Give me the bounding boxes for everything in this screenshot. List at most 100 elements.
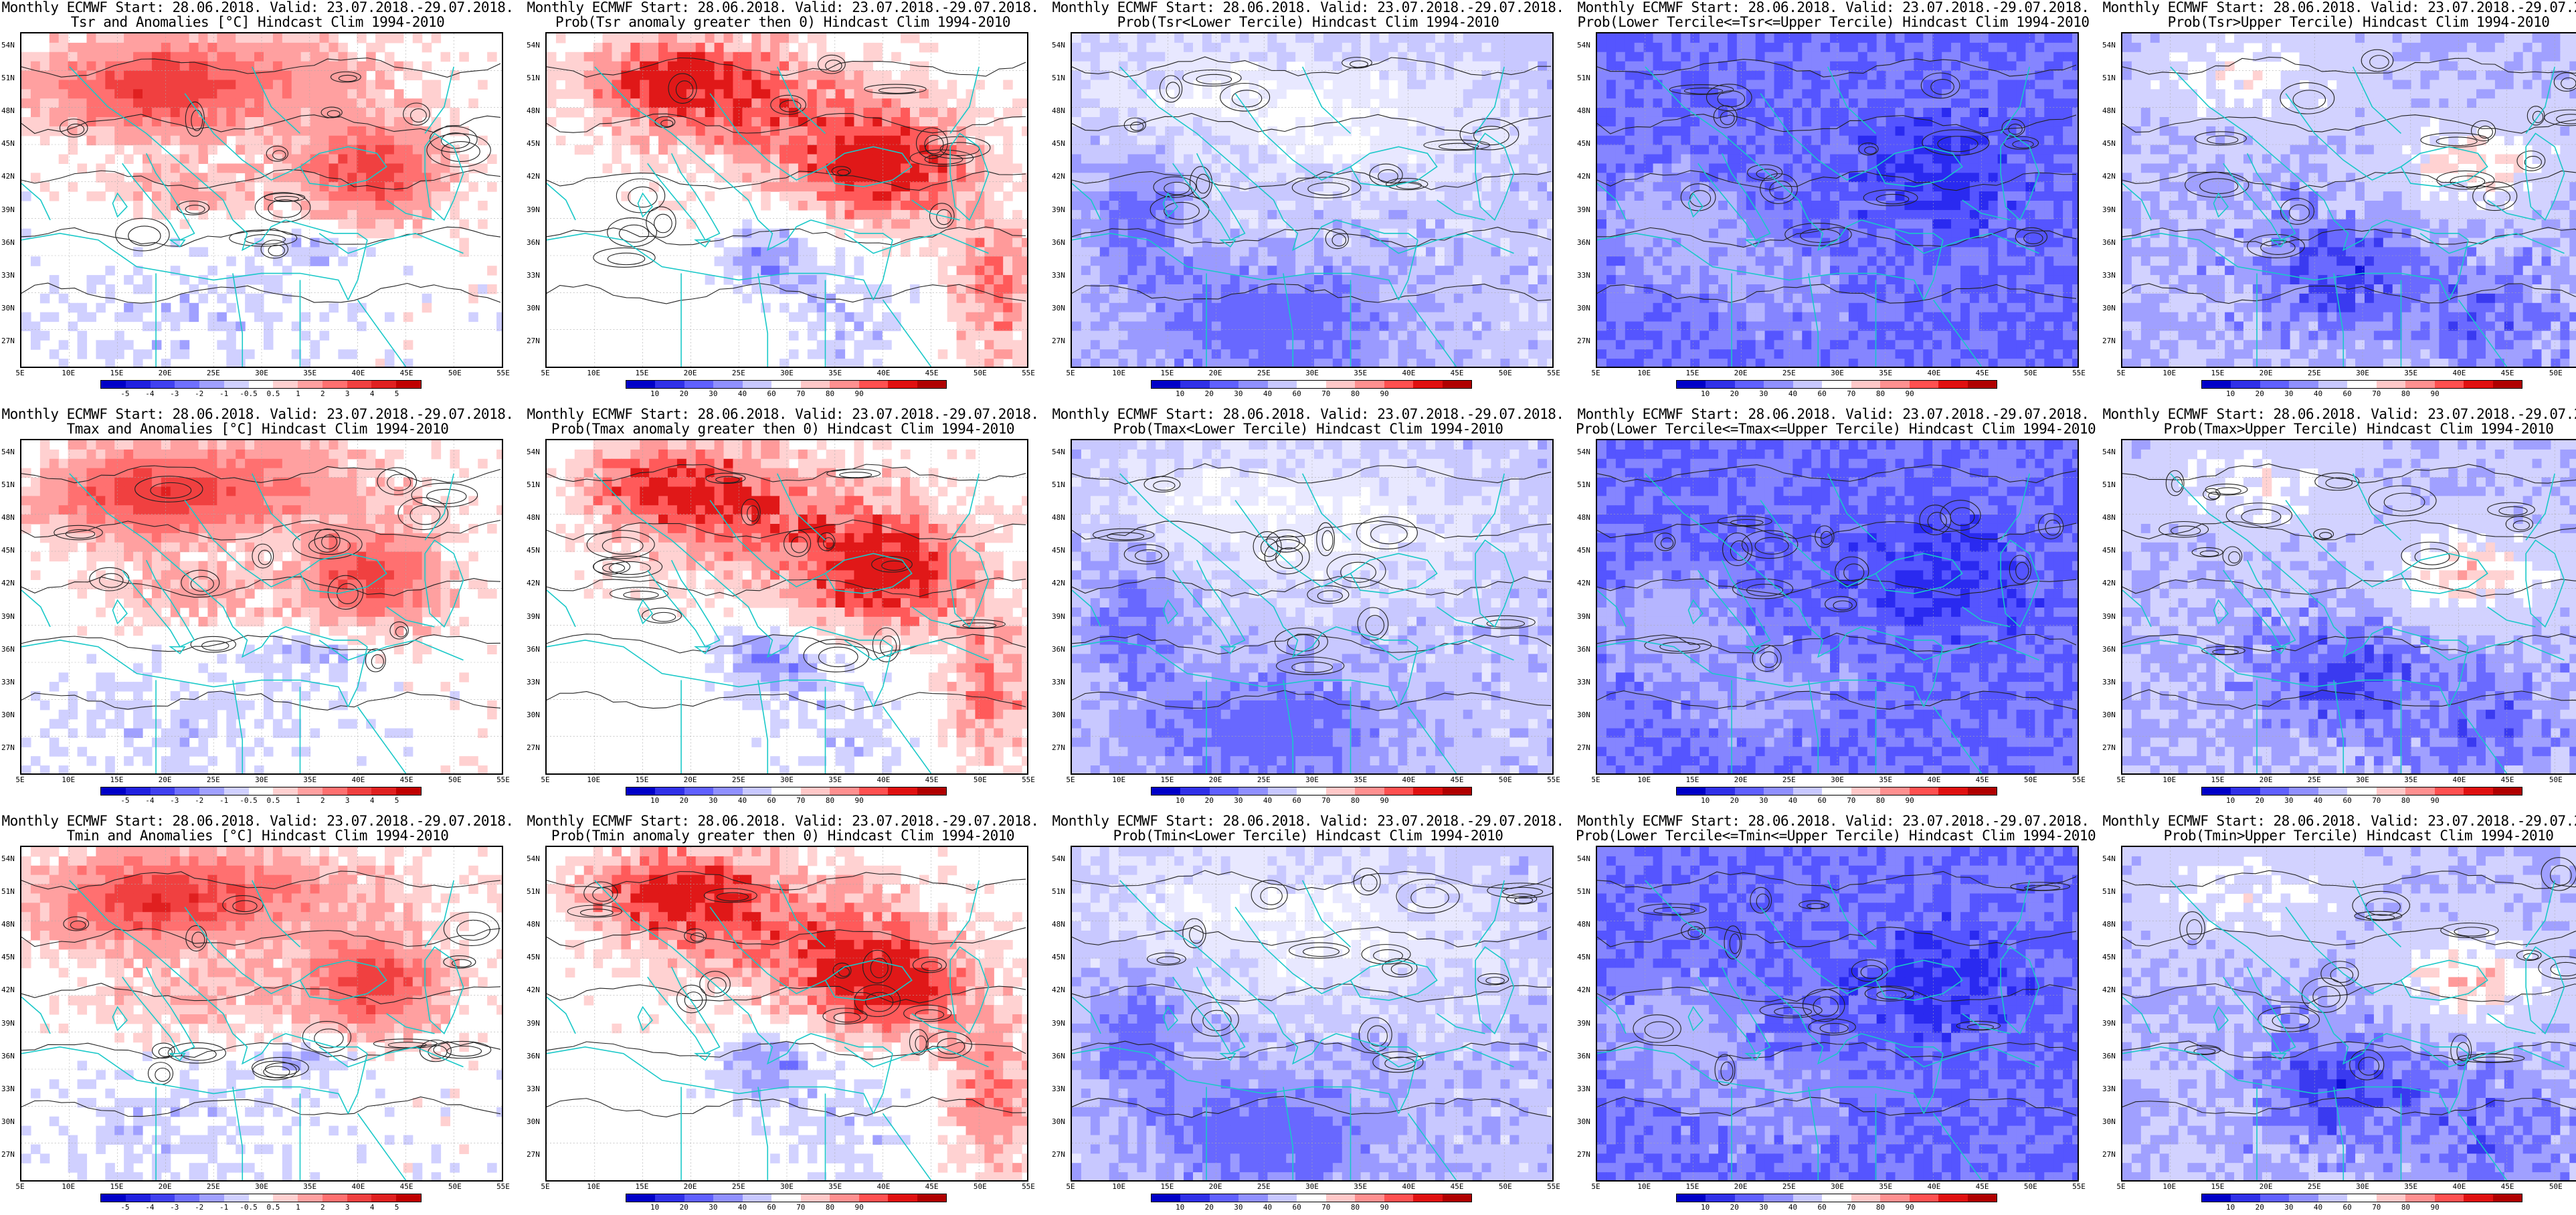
longitude-label: 45E — [1976, 776, 1989, 784]
longitude-label: 40E — [1402, 369, 1415, 377]
colorbar-tick-label: 20 — [680, 389, 688, 398]
map-field — [1597, 33, 2078, 367]
latitude-label: 51N — [527, 888, 540, 896]
latitude-label: 48N — [1, 107, 15, 115]
longitude-label: 10E — [1112, 776, 1125, 784]
longitude-label: 20E — [684, 776, 697, 784]
longitude-label: 25E — [1782, 1183, 1796, 1191]
latitude-label: 54N — [1052, 41, 1065, 50]
longitude-label: 40E — [2452, 1183, 2466, 1191]
forecast-panel: Monthly ECMWF Start: 28.06.2018. Valid: … — [525, 0, 1040, 401]
colorbar-tick-label: 5 — [395, 389, 399, 398]
colorbar-swatch — [1938, 1194, 1967, 1202]
colorbar-swatch — [2231, 787, 2260, 795]
latitude-label: 33N — [1052, 1085, 1065, 1093]
panel-title-variable: Tsr and Anomalies [°C] Hindcast Clim 199… — [0, 15, 515, 30]
latitude-label: 33N — [1577, 1085, 1590, 1093]
colorbar-swatch — [1910, 1194, 1938, 1202]
latitude-label: 45N — [1, 140, 15, 148]
longitude-label: 50E — [1499, 776, 1512, 784]
colorbar-swatch — [249, 1194, 274, 1202]
map-plot — [20, 439, 503, 775]
longitude-label: 40E — [877, 369, 890, 377]
latitude-label: 45N — [527, 140, 540, 148]
colorbar-swatch — [347, 1194, 372, 1202]
latitude-label: 36N — [1577, 239, 1590, 247]
panel-title-run: Monthly ECMWF Start: 28.06.2018. Valid: … — [1576, 0, 2091, 15]
colorbar-swatch — [101, 381, 126, 388]
longitude-label: 40E — [1927, 369, 1940, 377]
colorbar-swatch — [347, 381, 372, 388]
longitude-label: 45E — [1451, 1183, 1464, 1191]
panel-title-run: Monthly ECMWF Start: 28.06.2018. Valid: … — [0, 407, 515, 422]
longitude-label: 15E — [110, 1183, 123, 1191]
forecast-panel: Monthly ECMWF Start: 28.06.2018. Valid: … — [1050, 814, 1566, 1215]
latitude-label: 48N — [2102, 107, 2116, 115]
colorbar-swatch — [101, 1194, 126, 1202]
longitude-label: 20E — [159, 1183, 172, 1191]
latitude-label: 54N — [1052, 855, 1065, 863]
colorbar-swatch — [298, 787, 323, 795]
longitude-label: 5E — [1066, 369, 1075, 377]
colorbar-swatch — [1735, 381, 1764, 388]
map-field — [1072, 33, 1552, 367]
colorbar-swatch — [175, 381, 199, 388]
map-field — [2122, 847, 2576, 1180]
colorbar-tick-label: 4 — [370, 796, 375, 805]
colorbar-tick-label: 60 — [1818, 796, 1827, 805]
colorbar-swatch — [1180, 1194, 1209, 1202]
colorbar-swatch — [1413, 381, 1442, 388]
panel-title-run: Monthly ECMWF Start: 28.06.2018. Valid: … — [1050, 0, 1566, 15]
longitude-label: 55E — [2072, 369, 2086, 377]
colorbar — [1676, 787, 1997, 796]
colorbar-tick-label: 10 — [2226, 389, 2235, 398]
latitude-label: 51N — [2102, 74, 2116, 82]
longitude-label: 35E — [1879, 776, 1892, 784]
colorbar-swatch — [1735, 787, 1764, 795]
colorbar-swatch — [2231, 1194, 2260, 1202]
colorbar-tick-label: 80 — [1876, 389, 1885, 398]
colorbar-tick-label: 40 — [1263, 389, 1272, 398]
longitude-label: 10E — [62, 1183, 75, 1191]
colorbar-swatch — [1355, 787, 1384, 795]
longitude-label: 45E — [2501, 369, 2514, 377]
colorbar-tick-label: 80 — [2401, 389, 2410, 398]
longitude-label: 20E — [1209, 776, 1222, 784]
colorbar-swatch — [888, 1194, 917, 1202]
colorbar-swatch — [1968, 1194, 1997, 1202]
longitude-label: 50E — [448, 776, 462, 784]
colorbar-tick-label: 5 — [395, 796, 399, 805]
colorbar-tick-label: 70 — [1321, 389, 1330, 398]
panel-title-variable: Prob(Lower Tercile<=Tmax<=Upper Tercile)… — [1576, 422, 2091, 437]
colorbar-tick-label: 20 — [2256, 796, 2264, 805]
colorbar-swatch — [1880, 381, 1909, 388]
latitude-label: 27N — [527, 1151, 540, 1159]
colorbar-swatch — [1938, 381, 1967, 388]
longitude-label: 5E — [1591, 776, 1600, 784]
colorbar-swatch — [371, 381, 396, 388]
colorbar-swatch — [175, 787, 199, 795]
colorbar-swatch — [298, 381, 323, 388]
colorbar-tick-label: 60 — [1818, 389, 1827, 398]
longitude-label: 45E — [400, 1183, 413, 1191]
latitude-label: 45N — [1577, 547, 1590, 555]
latitude-label: 27N — [1052, 337, 1065, 345]
latitude-label: 27N — [527, 337, 540, 345]
latitude-label: 30N — [1052, 711, 1065, 719]
colorbar — [2201, 380, 2522, 389]
map-field — [1597, 440, 2078, 773]
colorbar-swatch — [1152, 381, 1180, 388]
colorbar-swatch — [1355, 1194, 1384, 1202]
colorbar-swatch — [626, 787, 655, 795]
colorbar-tick-label: -2 — [195, 796, 203, 805]
panel-title-run: Monthly ECMWF Start: 28.06.2018. Valid: … — [1050, 814, 1566, 829]
colorbar-swatch — [771, 1194, 800, 1202]
colorbar-swatch — [2289, 1194, 2318, 1202]
colorbar-swatch — [888, 381, 917, 388]
latitude-label: 39N — [527, 1020, 540, 1028]
colorbar-swatch — [830, 787, 858, 795]
colorbar-tick-label: 3 — [345, 796, 350, 805]
colorbar-swatch — [1268, 1194, 1297, 1202]
longitude-label: 55E — [1547, 1183, 1560, 1191]
colorbar-tick-label: 80 — [2401, 796, 2410, 805]
